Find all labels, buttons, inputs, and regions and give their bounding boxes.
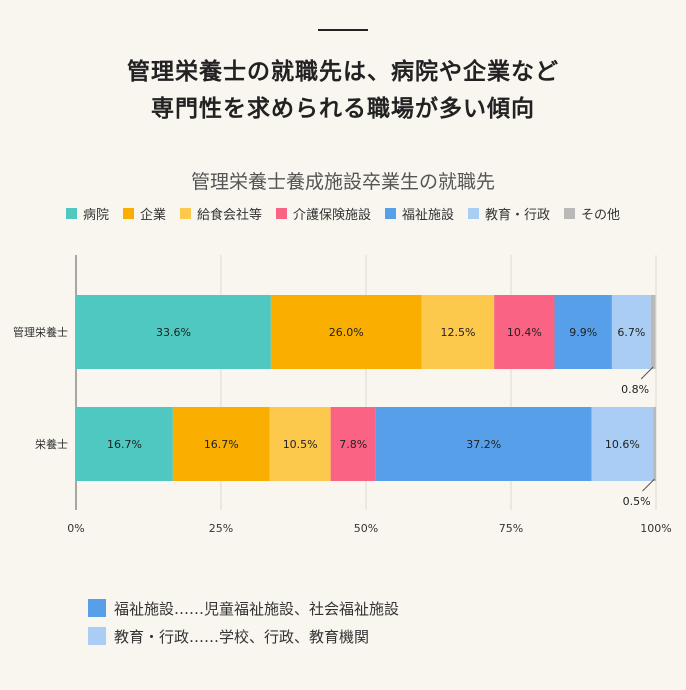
data-label: 12.5%: [440, 326, 475, 339]
bar-segment: [653, 407, 656, 481]
note-text-education: 教育・行政……学校、行政、教育機関: [114, 627, 370, 646]
legend-swatch: [122, 208, 134, 219]
bar-segment: [611, 295, 651, 369]
legend-item: その他: [564, 204, 620, 223]
legend-label: 病院: [82, 208, 109, 223]
data-label: 10.4%: [507, 326, 542, 339]
headline-line-2: 専門性を求められる職場が多い傾向: [151, 96, 535, 122]
data-label: 16.7%: [204, 438, 239, 451]
category-label: 管理栄養士: [13, 325, 68, 339]
bar-segment: [330, 407, 376, 481]
legend-swatch: [564, 208, 576, 219]
legend-label: 介護保険施設: [292, 208, 371, 223]
bar-segment: [421, 295, 495, 369]
header-divider: [318, 29, 368, 31]
headline-line-1: 管理栄養士の就職先は、病院や企業など: [127, 59, 559, 85]
legend-swatch: [468, 208, 480, 219]
data-label: 33.6%: [156, 326, 191, 339]
x-tick-label: 50%: [354, 522, 378, 535]
bar-segment: [269, 407, 331, 481]
legend-item: 病院: [65, 204, 109, 223]
data-label: 0.5%: [623, 495, 651, 508]
legend-label: 給食会社等: [196, 208, 262, 223]
legend-label: その他: [581, 208, 621, 223]
bar-segment: [76, 295, 271, 369]
data-label: 7.8%: [339, 438, 367, 451]
data-label: 10.6%: [605, 438, 640, 451]
legend-item: 福祉施設: [385, 204, 454, 223]
legend-label: 福祉施設: [402, 208, 455, 223]
x-tick-label: 75%: [499, 522, 523, 535]
data-label: 6.7%: [617, 326, 645, 339]
category-label: 栄養士: [35, 437, 68, 451]
bar-segment: [650, 295, 656, 369]
bar-segment: [76, 407, 173, 481]
legend-swatch: [65, 208, 77, 219]
legend-label: 教育・行政: [485, 208, 551, 223]
legend-swatch: [275, 208, 287, 219]
data-label: 16.7%: [107, 438, 142, 451]
legend-item: 企業: [122, 204, 166, 223]
note-row-education: 教育・行政……学校、行政、教育機関: [88, 622, 399, 650]
legend-item: 給食会社等: [179, 204, 262, 223]
data-label-leader: [642, 478, 655, 492]
x-tick-label: 100%: [640, 522, 671, 535]
bar-segment: [172, 407, 270, 481]
data-label: 26.0%: [329, 326, 364, 339]
legend-item: 介護保険施設: [275, 204, 371, 223]
chart-legend: 病院 企業 給食会社等 介護保険施設 福祉施設 教育・行政 その他: [40, 204, 646, 223]
stacked-bar-chart: 0% 25% 50% 75% 100% 管理栄養士 33.6% 26.0% 12.5% 10.4%…: [13, 255, 672, 535]
note-row-welfare: 福祉施設……児童福祉施設、社会福祉施設: [88, 594, 399, 622]
data-label-leader: [640, 366, 654, 380]
x-tick-label: 0%: [67, 522, 84, 535]
data-label: 0.8%: [621, 383, 649, 396]
x-tick-label: 25%: [209, 522, 233, 535]
data-label: 10.5%: [283, 438, 318, 451]
data-label: 9.9%: [569, 326, 597, 339]
note-swatch-education: [88, 627, 106, 645]
bar-segment: [494, 295, 555, 369]
chart-title: 管理栄養士養成施設卒業生の就職先: [190, 171, 495, 193]
notes-list: 福祉施設……児童福祉施設、社会福祉施設 教育・行政……学校、行政、教育機関: [88, 594, 399, 650]
note-swatch-welfare: [88, 599, 106, 617]
bar-segment: [554, 295, 612, 369]
legend-swatch: [179, 208, 191, 219]
legend-item: 教育・行政: [468, 204, 550, 223]
note-text-welfare: 福祉施設……児童福祉施設、社会福祉施設: [114, 599, 400, 618]
legend-swatch: [385, 208, 396, 219]
bar-segment: [375, 407, 592, 481]
legend-label: 企業: [139, 208, 166, 223]
data-label: 37.2%: [466, 438, 501, 451]
bar-segment: [270, 295, 422, 369]
bar-segment: [591, 407, 654, 481]
